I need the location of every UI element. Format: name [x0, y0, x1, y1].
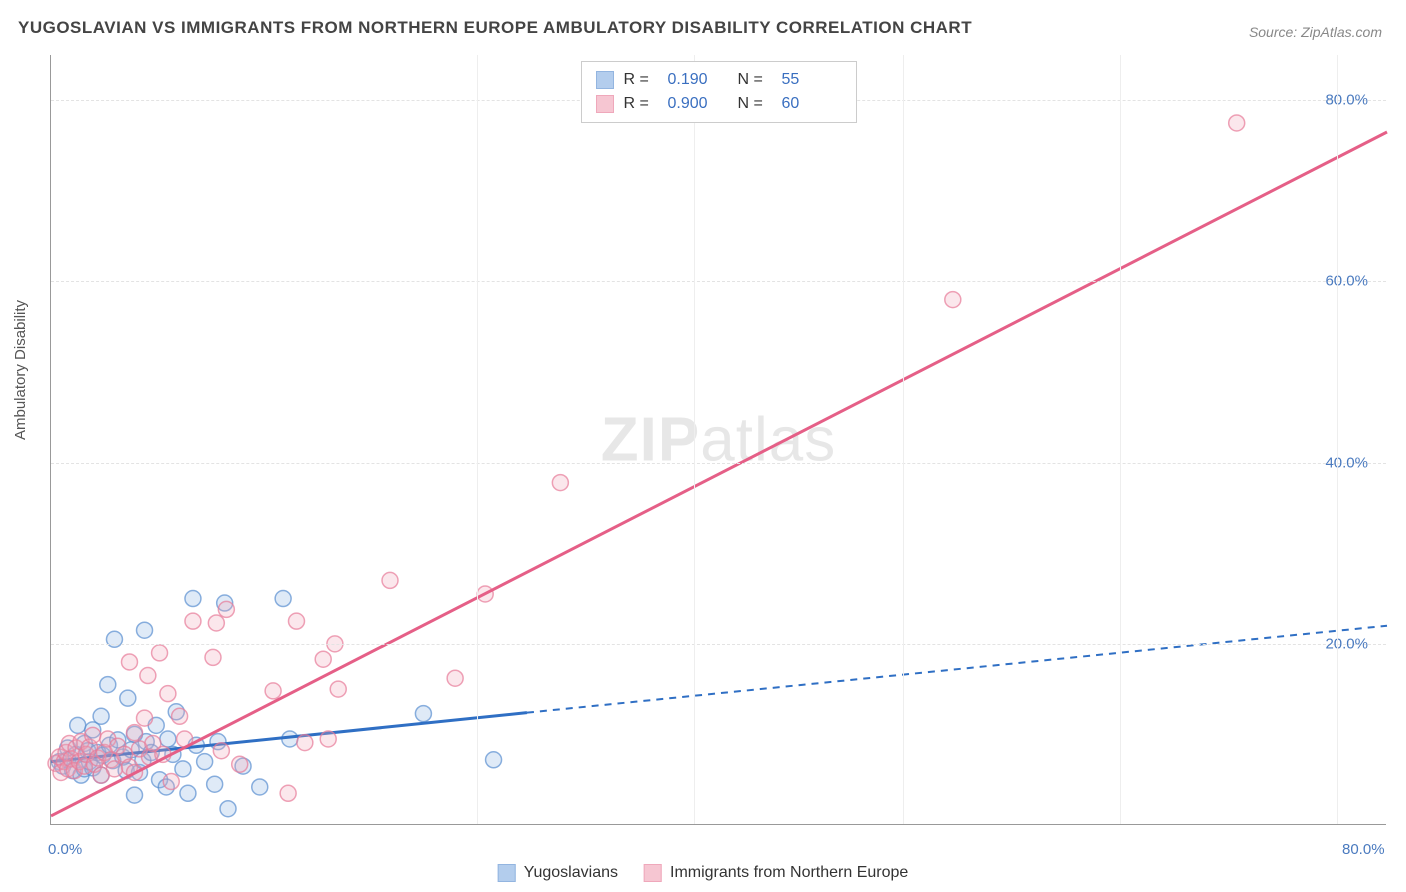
- scatter-point: [100, 677, 116, 693]
- series-legend: Yugoslavians Immigrants from Northern Eu…: [498, 864, 909, 882]
- r-value-2: 0.900: [668, 92, 728, 116]
- y-axis-label: Ambulatory Disability: [12, 300, 29, 440]
- scatter-point: [137, 622, 153, 638]
- scatter-point: [106, 631, 122, 647]
- n-value-2: 60: [782, 92, 842, 116]
- scatter-point: [127, 787, 143, 803]
- legend-row-1: R = 0.190 N = 55: [596, 68, 842, 92]
- scatter-point: [120, 690, 136, 706]
- scatter-point: [275, 591, 291, 607]
- n-label-1: N =: [738, 68, 772, 92]
- scatter-point: [382, 572, 398, 588]
- scatter-point: [447, 670, 463, 686]
- source-attribution: Source: ZipAtlas.com: [1249, 24, 1382, 40]
- scatter-point: [208, 615, 224, 631]
- chart-plot-area: ZIPatlas R = 0.190 N = 55 R = 0.900 N = …: [50, 55, 1386, 825]
- scatter-point: [197, 754, 213, 770]
- scatter-point: [85, 727, 101, 743]
- scatter-point: [207, 776, 223, 792]
- scatter-point: [280, 785, 296, 801]
- scatter-point: [265, 683, 281, 699]
- gridline-h: [51, 281, 1386, 282]
- scatter-point: [185, 591, 201, 607]
- scatter-point: [93, 708, 109, 724]
- scatter-point: [163, 774, 179, 790]
- scatter-point: [297, 735, 313, 751]
- scatter-point: [180, 785, 196, 801]
- source-label: Source:: [1249, 24, 1301, 40]
- scatter-point: [205, 649, 221, 665]
- scatter-point: [252, 779, 268, 795]
- x-axis-max-label: 80.0%: [1342, 841, 1385, 858]
- swatch-series-2: [596, 95, 614, 113]
- r-label-2: R =: [624, 92, 658, 116]
- gridline-v: [903, 55, 904, 824]
- legend-label-2: Immigrants from Northern Europe: [670, 864, 908, 882]
- source-value: ZipAtlas.com: [1301, 24, 1382, 40]
- trend-line-dashed: [527, 626, 1387, 713]
- scatter-point: [552, 475, 568, 491]
- y-tick-label: 20.0%: [1325, 635, 1368, 652]
- correlation-legend: R = 0.190 N = 55 R = 0.900 N = 60: [581, 61, 857, 123]
- gridline-v: [1337, 55, 1338, 824]
- trend-line: [51, 132, 1387, 816]
- scatter-point: [288, 613, 304, 629]
- y-tick-label: 60.0%: [1325, 273, 1368, 290]
- gridline-v: [477, 55, 478, 824]
- scatter-point: [185, 613, 201, 629]
- scatter-point: [152, 645, 168, 661]
- scatter-point: [121, 654, 137, 670]
- legend-item-1: Yugoslavians: [498, 864, 618, 882]
- n-value-1: 55: [782, 68, 842, 92]
- scatter-point: [218, 601, 234, 617]
- n-label-2: N =: [738, 92, 772, 116]
- y-tick-label: 80.0%: [1325, 92, 1368, 109]
- scatter-svg: [51, 55, 1386, 824]
- scatter-point: [1229, 115, 1245, 131]
- swatch-bottom-1: [498, 864, 516, 882]
- r-value-1: 0.190: [668, 68, 728, 92]
- legend-item-2: Immigrants from Northern Europe: [644, 864, 908, 882]
- scatter-point: [315, 651, 331, 667]
- gridline-h: [51, 463, 1386, 464]
- gridline-v: [1120, 55, 1121, 824]
- y-tick-label: 40.0%: [1325, 454, 1368, 471]
- scatter-point: [70, 717, 86, 733]
- gridline-h: [51, 644, 1386, 645]
- r-label-1: R =: [624, 68, 658, 92]
- scatter-point: [320, 731, 336, 747]
- swatch-series-1: [596, 71, 614, 89]
- scatter-point: [140, 668, 156, 684]
- legend-label-1: Yugoslavians: [524, 864, 618, 882]
- swatch-bottom-2: [644, 864, 662, 882]
- scatter-point: [172, 708, 188, 724]
- scatter-point: [220, 801, 236, 817]
- scatter-point: [137, 710, 153, 726]
- scatter-point: [232, 756, 248, 772]
- scatter-point: [160, 686, 176, 702]
- chart-title: YUGOSLAVIAN VS IMMIGRANTS FROM NORTHERN …: [18, 18, 972, 38]
- scatter-point: [415, 706, 431, 722]
- scatter-point: [127, 725, 143, 741]
- scatter-point: [175, 761, 191, 777]
- scatter-point: [106, 761, 122, 777]
- scatter-point: [330, 681, 346, 697]
- scatter-point: [486, 752, 502, 768]
- scatter-point: [160, 731, 176, 747]
- scatter-point: [945, 292, 961, 308]
- scatter-point: [213, 743, 229, 759]
- legend-row-2: R = 0.900 N = 60: [596, 92, 842, 116]
- x-axis-origin-label: 0.0%: [48, 841, 82, 858]
- gridline-v: [694, 55, 695, 824]
